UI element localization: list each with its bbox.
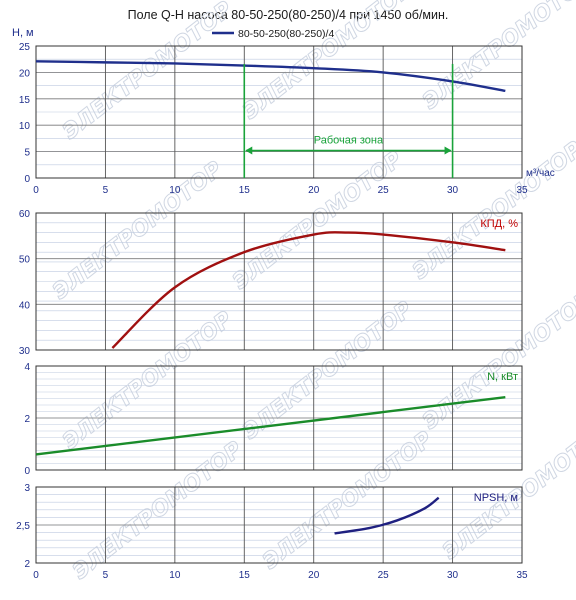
x-tick-label: 35 [516,570,528,581]
plot-frame [35,365,523,471]
x-tick-label: 35 [516,185,528,196]
y-tick-label: 60 [19,209,31,220]
watermark-text: ЭЛЕКТРОМОТОР [438,417,576,565]
x-tick-label: 30 [447,185,459,196]
y-tick-label: 3 [24,483,30,494]
x-tick-label: 25 [378,185,390,196]
working-zone-label: Рабочая зона [314,135,384,147]
chart-title: Поле Q-H насоса 80-50-250(80-250)/4 при … [127,8,449,22]
watermark-text: ЭЛЕКТРОМОТОР [418,0,576,115]
watermark-text: ЭЛЕКТРОМОТОР [48,157,227,305]
y-tick-label: 2,5 [16,521,30,532]
y-tick-label: 0 [24,466,30,477]
y-tick-label: 0 [24,174,30,185]
x-tick-label: 5 [103,185,109,196]
watermark-text: ЭЛЕКТРОМОТОР [408,137,576,285]
panel-efficiency: 30 40 50 60 КПД, % [19,209,523,357]
y-tick-label: 4 [24,362,30,373]
y-tick-label: 5 [24,148,30,159]
x-tick-label: 20 [308,185,320,196]
y-axis-label: КПД, % [480,218,518,230]
plot-frame [35,486,523,564]
panel-power: 0 2 4 N, кВт [24,362,523,477]
watermark-text: ЭЛЕКТРОМОТОР [238,0,417,125]
y-axis-label: H, м [12,27,34,39]
y-tick-label: 2 [24,414,30,425]
watermark-text: ЭЛЕКТРОМОТОР [258,427,437,575]
x-tick-label: 5 [103,570,109,581]
arrow-head-right [444,146,452,155]
y-axis-label: NPSH, м [474,492,518,504]
y-tick-label: 50 [19,255,31,266]
x-tick-label: 0 [33,570,39,581]
y-tick-label: 10 [19,121,31,132]
y-tick-label: 15 [19,95,31,106]
y-tick-label: 25 [19,42,31,53]
x-tick-label: 0 [33,185,39,196]
arrow-head-left [245,146,253,155]
series-line-npsh [334,496,440,535]
x-tick-label: 30 [447,570,459,581]
series-line-efficiency [111,231,506,349]
x-tick-label: 20 [308,570,320,581]
panel-H: 0 5 10 15 20 25 H, м [12,27,523,185]
y-axis-label: N, кВт [487,371,518,383]
plot-frame [35,45,523,179]
watermark-text: ЭЛЕКТРОМОТОР [418,287,576,435]
x-tick-label: 15 [239,570,251,581]
watermark-text: ЭЛЕКТРОМОТОР [228,147,407,295]
y-tick-label: 30 [19,346,31,357]
panel-npsh: 2 2,5 3 NPSH, м [16,483,523,570]
plot-frame [35,212,523,351]
watermark-text: ЭЛЕКТРОМОТОР [238,297,417,445]
y-tick-label: 2 [24,559,30,570]
legend-label: 80-50-250(80-250)/4 [238,28,334,40]
y-tick-label: 20 [19,68,31,79]
x-tick-label: 10 [169,570,181,581]
y-tick-label: 40 [19,300,31,311]
series-line-power [35,396,506,456]
x-tick-label: 10 [169,185,181,196]
x-tick-label: 15 [239,185,251,196]
series-line-H [35,60,506,93]
x-axis-unit: м³/час [526,168,555,179]
x-tick-label: 25 [378,570,390,581]
